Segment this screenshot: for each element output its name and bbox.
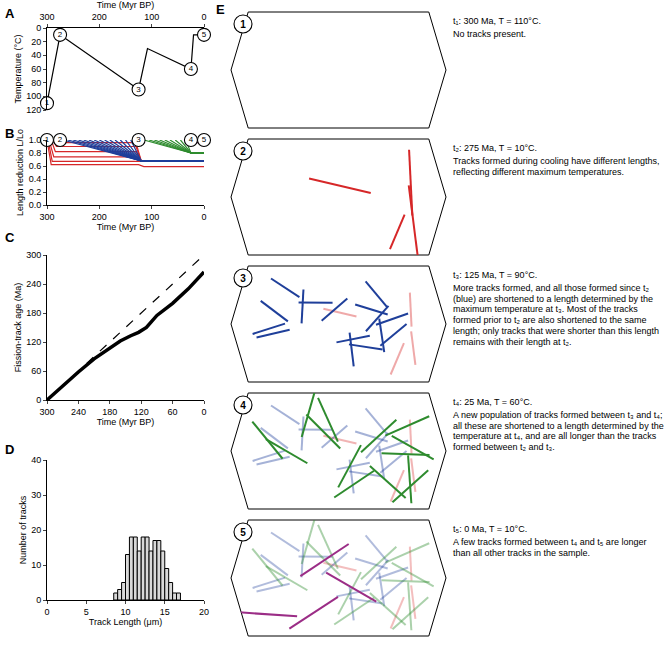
svg-text:5: 5 bbox=[202, 30, 207, 39]
svg-text:60: 60 bbox=[31, 64, 41, 74]
svg-text:0: 0 bbox=[201, 212, 206, 222]
svg-text:0: 0 bbox=[36, 595, 41, 605]
svg-text:4: 4 bbox=[189, 64, 194, 73]
svg-text:200: 200 bbox=[92, 212, 107, 222]
svg-text:2: 2 bbox=[58, 135, 63, 144]
svg-text:0: 0 bbox=[201, 407, 206, 417]
svg-text:3: 3 bbox=[136, 85, 141, 94]
svg-text:0.8: 0.8 bbox=[29, 148, 42, 158]
svg-text:10: 10 bbox=[31, 560, 41, 570]
svg-text:120: 120 bbox=[134, 407, 149, 417]
svg-text:240: 240 bbox=[26, 279, 41, 289]
svg-text:C: C bbox=[5, 230, 15, 245]
svg-text:0.0: 0.0 bbox=[29, 200, 42, 210]
html-text:Tracks formed during cooling h: Tracks formed during cooling have differ… bbox=[453, 155, 660, 177]
svg-text:3: 3 bbox=[136, 135, 141, 144]
svg-text:1: 1 bbox=[45, 98, 50, 107]
svg-text:3: 3 bbox=[240, 273, 246, 284]
svg-text:0.6: 0.6 bbox=[29, 161, 42, 171]
svg-text:300: 300 bbox=[26, 250, 41, 260]
html-text:A new population of tracks for: A new population of tracks formed betwee… bbox=[453, 409, 664, 453]
svg-text:5: 5 bbox=[84, 607, 89, 617]
svg-text:120: 120 bbox=[26, 105, 41, 115]
svg-text:300: 300 bbox=[39, 12, 54, 22]
svg-text:0: 0 bbox=[36, 23, 41, 33]
svg-text:20: 20 bbox=[31, 37, 41, 47]
svg-text:180: 180 bbox=[102, 407, 117, 417]
svg-text:1: 1 bbox=[240, 19, 246, 30]
svg-text:60: 60 bbox=[31, 366, 41, 376]
html-text:A few tracks formed between t₄: A few tracks formed between t₄ and t₅ ar… bbox=[453, 536, 647, 558]
svg-text:0: 0 bbox=[36, 395, 41, 405]
html-text:t₃: 125 Ma, T = 90°C.: t₃: 125 Ma, T = 90°C. bbox=[453, 270, 538, 280]
svg-text:0: 0 bbox=[201, 12, 206, 22]
svg-text:B: B bbox=[5, 126, 14, 141]
svg-text:D: D bbox=[5, 442, 14, 457]
svg-text:10: 10 bbox=[120, 607, 130, 617]
svg-text:4: 4 bbox=[189, 135, 194, 144]
svg-text:30: 30 bbox=[31, 490, 41, 500]
svg-text:300: 300 bbox=[39, 407, 54, 417]
svg-text:Temperature (°C): Temperature (°C) bbox=[13, 34, 23, 103]
svg-text:100: 100 bbox=[144, 212, 159, 222]
svg-text:1: 1 bbox=[45, 135, 50, 144]
svg-text:240: 240 bbox=[71, 407, 86, 417]
svg-text:1.0: 1.0 bbox=[29, 135, 42, 145]
svg-text:0: 0 bbox=[44, 607, 49, 617]
svg-text:180: 180 bbox=[26, 308, 41, 318]
svg-text:60: 60 bbox=[168, 407, 178, 417]
svg-text:2: 2 bbox=[58, 30, 63, 39]
svg-text:4: 4 bbox=[240, 400, 246, 411]
svg-text:15: 15 bbox=[160, 607, 170, 617]
svg-text:Fission-track age (Ma): Fission-track age (Ma) bbox=[13, 283, 23, 373]
svg-text:80: 80 bbox=[31, 78, 41, 88]
svg-text:Time (Myr BP): Time (Myr BP) bbox=[97, 417, 155, 427]
svg-text:0.2: 0.2 bbox=[29, 187, 42, 197]
svg-text:100: 100 bbox=[144, 12, 159, 22]
svg-text:Length reduction L/Lo: Length reduction L/Lo bbox=[15, 129, 25, 216]
svg-text:200: 200 bbox=[92, 12, 107, 22]
svg-text:2: 2 bbox=[240, 146, 246, 157]
html-text:t₂: 275 Ma, T = 10°C.: t₂: 275 Ma, T = 10°C. bbox=[453, 143, 538, 153]
html-text:t₄: 25 Ma, T = 60°C.: t₄: 25 Ma, T = 60°C. bbox=[453, 397, 533, 407]
html-text:t₅: 0 Ma, T = 10°C.: t₅: 0 Ma, T = 10°C. bbox=[453, 524, 528, 534]
svg-text:40: 40 bbox=[31, 50, 41, 60]
svg-text:300: 300 bbox=[39, 212, 54, 222]
svg-text:5: 5 bbox=[202, 135, 207, 144]
html-text:t₁: 300 Ma, T = 110°C.: t₁: 300 Ma, T = 110°C. bbox=[453, 16, 541, 26]
svg-text:Track Length (μm): Track Length (μm) bbox=[89, 617, 162, 627]
svg-text:5: 5 bbox=[240, 527, 246, 538]
svg-text:120: 120 bbox=[26, 337, 41, 347]
svg-text:20: 20 bbox=[31, 525, 41, 535]
html-text:E: E bbox=[216, 2, 225, 17]
svg-text:100: 100 bbox=[26, 91, 41, 101]
svg-text:20: 20 bbox=[199, 607, 209, 617]
html-text:More tracks formed, and all th: More tracks formed, and all those formed… bbox=[453, 282, 660, 347]
svg-text:0.4: 0.4 bbox=[29, 174, 42, 184]
svg-text:Time (Myr BP): Time (Myr BP) bbox=[97, 222, 155, 232]
svg-text:A: A bbox=[5, 6, 15, 21]
svg-text:40: 40 bbox=[31, 455, 41, 465]
svg-text:Number of tracks: Number of tracks bbox=[18, 495, 28, 564]
html-text:No tracks present.: No tracks present. bbox=[453, 28, 526, 39]
svg-text:Time (Myr BP): Time (Myr BP) bbox=[97, 0, 155, 10]
